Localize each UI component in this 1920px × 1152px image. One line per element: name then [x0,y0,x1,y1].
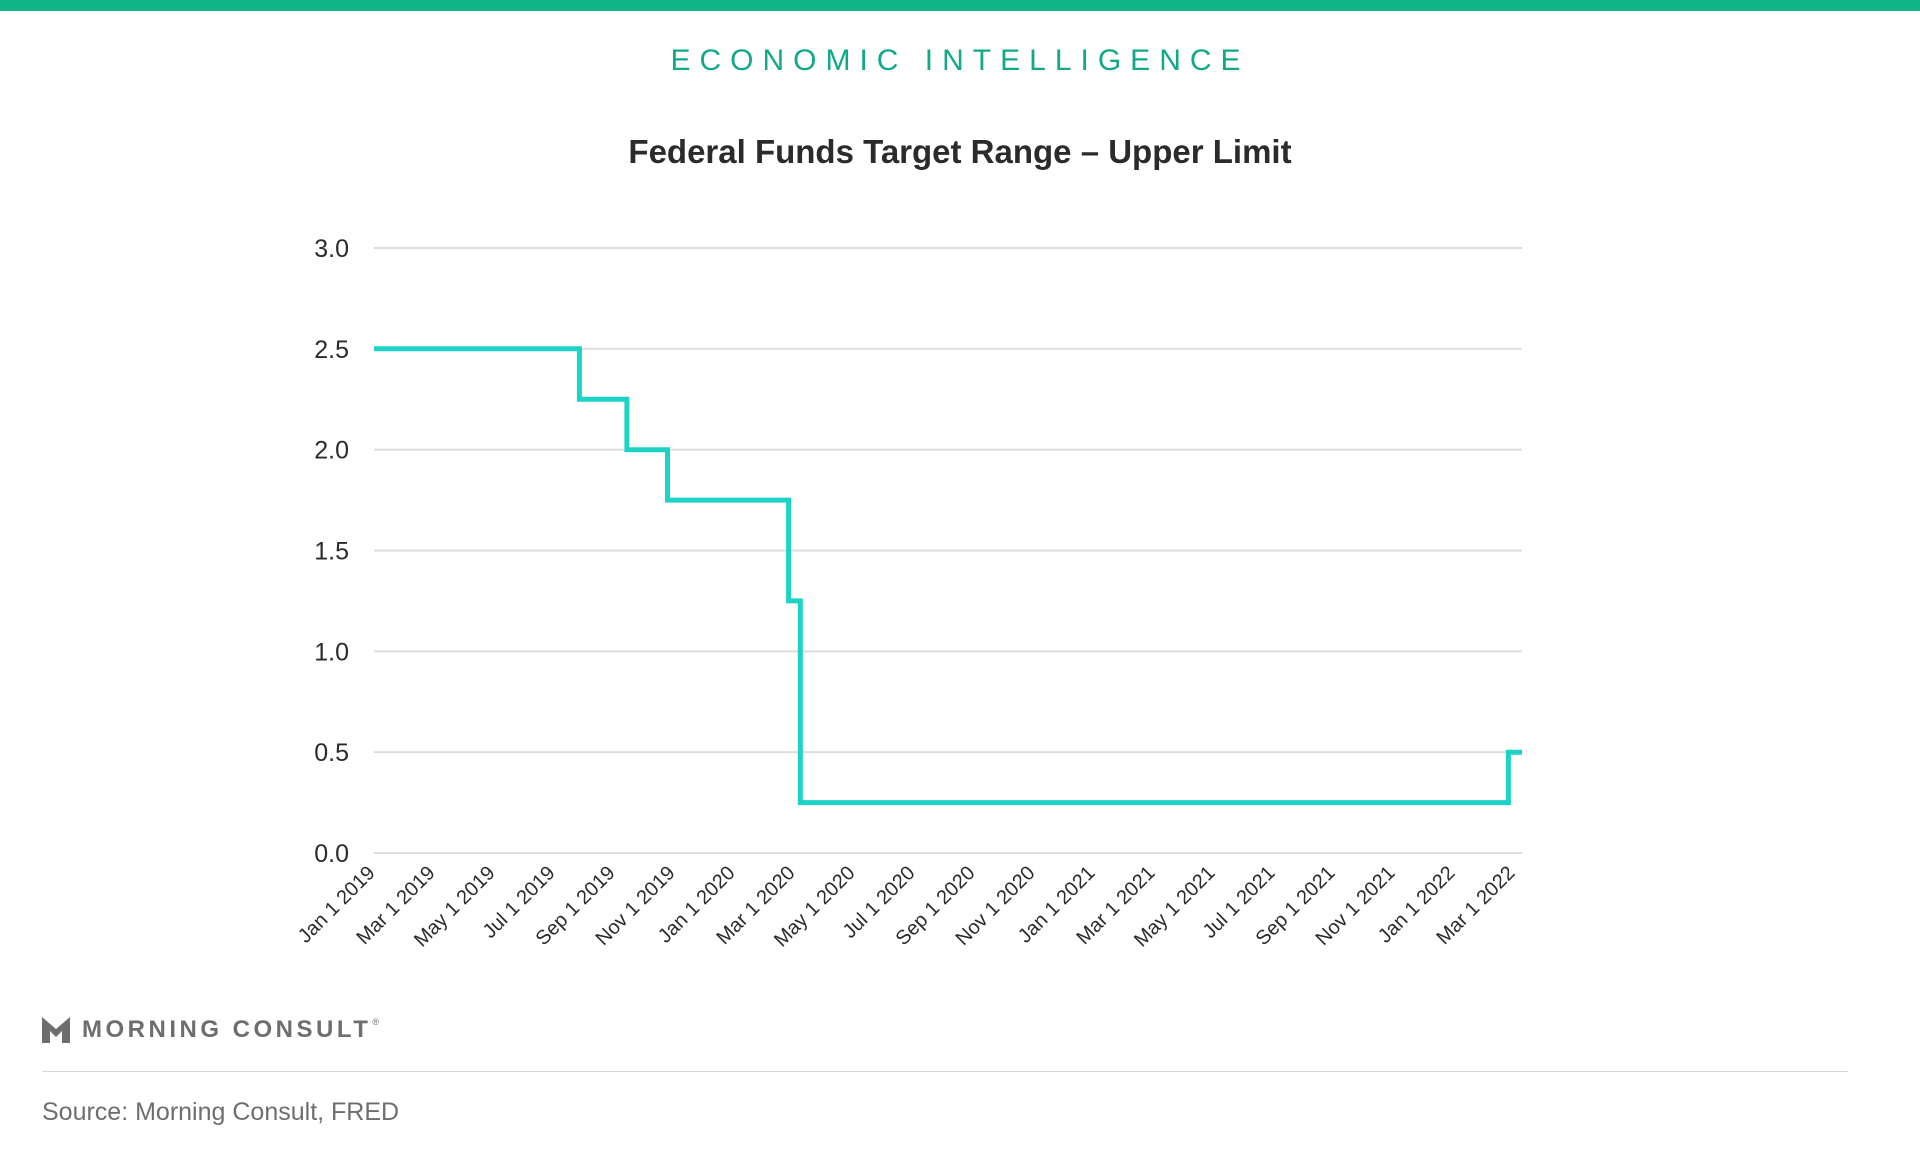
series-layer [374,346,1522,806]
morning-consult-m-icon [42,1017,70,1043]
top-accent-bar [0,0,1920,11]
y-tick-label: 0.5 [314,739,349,767]
section-label: ECONOMIC INTELLIGENCE [670,44,1250,77]
y-tick-label: 3.0 [314,235,349,263]
y-tick-label: 1.0 [314,638,349,666]
source-note: Source: Morning Consult, FRED [42,1098,400,1126]
y-tick-label: 2.0 [314,437,349,465]
y-axis-tick-labels: 0.0 0.5 1.0 1.5 2.0 2.5 3.0 [314,235,349,868]
y-tick-label: 2.5 [314,336,349,364]
gridlines [374,247,1522,854]
brand-logo-block: MORNING CONSULT ® [42,1015,379,1045]
series-line [374,346,1522,806]
y-tick-label: 0.0 [314,840,349,868]
y-tick-label: 1.5 [314,538,349,566]
registered-mark: ® [372,1017,380,1027]
brand-name: MORNING CONSULT [82,1016,372,1043]
footer-divider [42,1071,1848,1072]
chart-title: Federal Funds Target Range – Upper Limit [628,133,1292,170]
